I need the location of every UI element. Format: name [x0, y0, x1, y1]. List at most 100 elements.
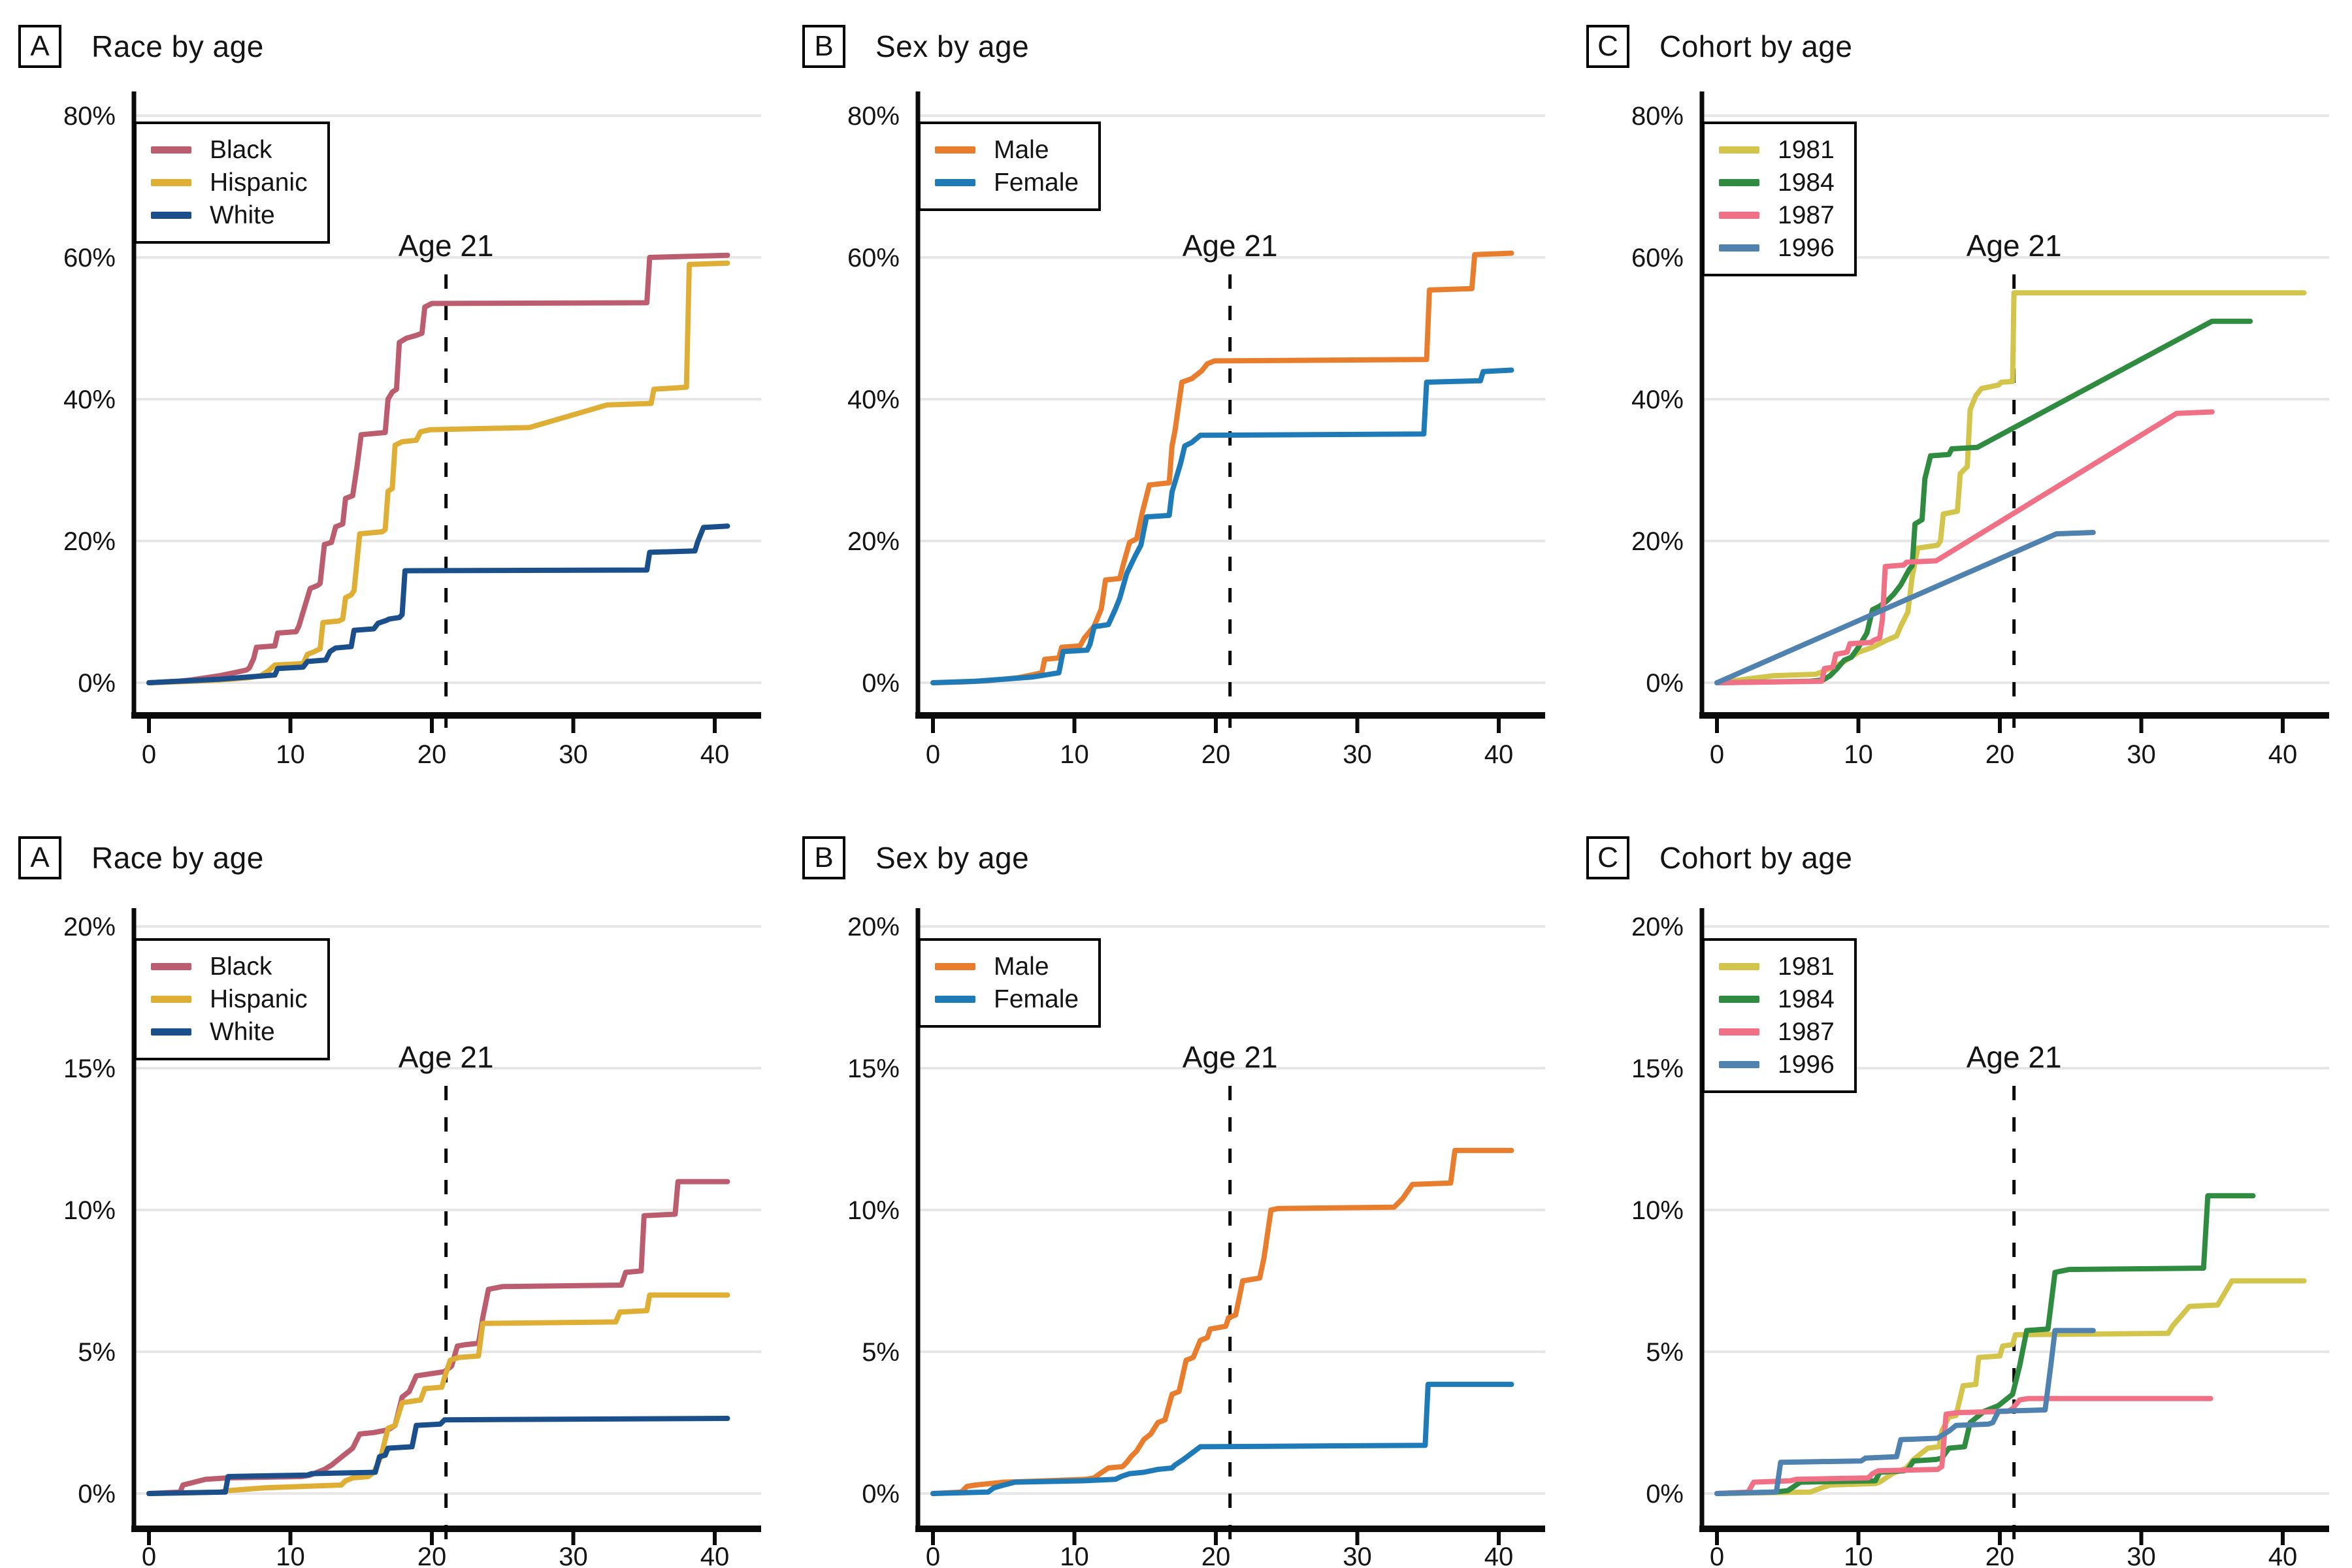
legend-swatch-1987 — [1719, 1028, 1759, 1036]
x-tick-label-30: 30 — [2127, 1543, 2156, 1568]
plot-cohort-bottom: 0% 5% 10% 15% 20% 0 10 20 30 40 Age 21 — [1631, 908, 2329, 1568]
x-tick-label-0: 0 — [142, 1543, 156, 1568]
legend-sex-bottom: Male Female — [918, 938, 1102, 1028]
panel-sex-bottom: B Sex by age 0% 5% 10% 15% 20% 0 10 20 30 40 Age 2… — [784, 817, 1568, 1568]
series-line-1981 — [1714, 1278, 2307, 1496]
legend-cohort-bottom: 1981 1984 1987 1996 — [1702, 938, 1857, 1093]
legend-swatch-male — [935, 146, 975, 154]
y-tick-label-40: 40% — [63, 385, 116, 414]
y-tick-label-80: 80% — [63, 102, 116, 131]
legend-label: 1987 — [1778, 1018, 1835, 1046]
plot-sex-bottom: 0% 5% 10% 15% 20% 0 10 20 30 40 Age 21 — [847, 908, 1545, 1568]
panel-cohort-bottom: C Cohort by age 0% 5% 10% 15% 20% 0 10 20 30 40 Ag… — [1568, 817, 2352, 1568]
legend-item-black: Black — [151, 135, 308, 165]
legend-label: Hispanic — [210, 985, 308, 1013]
x-tick-label-20: 20 — [417, 1543, 447, 1568]
x-tick-label-10: 10 — [1060, 1543, 1089, 1568]
panel-title: Sex by age — [875, 29, 1030, 63]
legend-item-1996: 1996 — [1719, 1049, 1835, 1080]
legend-label: White — [210, 1018, 275, 1046]
series-line-female — [930, 1381, 1514, 1496]
legend-item-black: Black — [151, 951, 308, 982]
plot-cohort-top: 0% 20% 40% 60% 80% 0 10 20 30 40 Age 21 — [1631, 91, 2329, 769]
x-tick-label-10: 10 — [1060, 740, 1089, 769]
legend-item-white: White — [151, 1017, 308, 1047]
legend-item-1981: 1981 — [1719, 135, 1835, 165]
panel-cohort-top: C Cohort by age 0% 20% 40% 60% 80% 0 10 20 30 40 A… — [1568, 0, 2352, 817]
legend-item-male: Male — [935, 135, 1079, 165]
legend-item-1981: 1981 — [1719, 951, 1835, 982]
series-line-black — [146, 252, 730, 685]
x-tick-label-10: 10 — [276, 1543, 305, 1568]
y-tick-label-15: 15% — [1631, 1054, 1684, 1083]
legend-swatch-1984 — [1719, 996, 1759, 1003]
y-tick-label-15: 15% — [847, 1054, 900, 1083]
legend-item-1987: 1987 — [1719, 1017, 1835, 1047]
x-tick-label-20: 20 — [1985, 1543, 2015, 1568]
legend-label: 1996 — [1778, 234, 1835, 262]
legend-item-male: Male — [935, 951, 1079, 982]
y-tick-label-0: 0% — [1646, 669, 1684, 698]
legend-item-1996: 1996 — [1719, 233, 1835, 263]
x-tick-label-0: 0 — [142, 740, 156, 769]
y-tick-label-20: 20% — [847, 527, 900, 556]
legend-item-hispanic: Hispanic — [151, 167, 308, 198]
y-tick-label-0: 0% — [78, 1480, 116, 1509]
legend-swatch-white — [151, 212, 191, 219]
series-line-1984 — [1714, 318, 2253, 685]
legend-cohort-top: 1981 1984 1987 1996 — [1702, 122, 1857, 276]
panel-title: Cohort by age — [1659, 29, 1853, 63]
x-tick-label-30: 30 — [559, 1543, 588, 1568]
panel-header: A Race by age — [18, 836, 264, 879]
panel-label-box: C — [1586, 836, 1629, 879]
legend-label: 1987 — [1778, 201, 1835, 229]
y-tick-label-20: 20% — [847, 913, 900, 941]
legend-label: Male — [994, 953, 1049, 981]
legend-label: White — [210, 201, 275, 229]
y-tick-label-40: 40% — [847, 385, 900, 414]
panel-race-top: A Race by age 0% 20% 40% 60% 80% 0 10 20 30 40 Age… — [0, 0, 784, 817]
legend-swatch-hispanic — [151, 179, 191, 186]
x-tick-label-20: 20 — [1201, 1543, 1231, 1568]
y-tick-label-20: 20% — [1631, 913, 1684, 941]
panel-label-box: C — [1586, 25, 1629, 68]
x-tick-label-10: 10 — [276, 740, 305, 769]
legend-label: 1981 — [1778, 136, 1835, 164]
series-line-male — [930, 250, 1514, 685]
panel-label-box: A — [18, 25, 61, 68]
series-line-1996 — [1714, 1328, 2096, 1496]
legend-label: Female — [994, 169, 1079, 197]
legend-item-female: Female — [935, 984, 1079, 1015]
legend-item-hispanic: Hispanic — [151, 984, 308, 1015]
series-line-1984 — [1714, 1193, 2256, 1496]
legend-swatch-hispanic — [151, 996, 191, 1003]
legend-label: Black — [210, 136, 272, 164]
legend-swatch-male — [935, 963, 975, 970]
panel-label-box: B — [802, 836, 845, 879]
x-tick-label-40: 40 — [1484, 740, 1514, 769]
x-tick-label-40: 40 — [700, 740, 730, 769]
legend-item-1984: 1984 — [1719, 167, 1835, 198]
y-tick-label-20: 20% — [63, 913, 116, 941]
legend-swatch-female — [935, 996, 975, 1003]
legend-item-1987: 1987 — [1719, 200, 1835, 231]
y-tick-label-5: 5% — [862, 1338, 900, 1367]
panel-sex-top: B Sex by age 0% 20% 40% 60% 80% 0 10 20 30 40 Age … — [784, 0, 1568, 817]
y-tick-label-10: 10% — [63, 1196, 116, 1225]
legend-swatch-1987 — [1719, 212, 1759, 219]
legend-swatch-1996 — [1719, 1061, 1759, 1068]
age-21-annotation: Age 21 — [399, 1040, 494, 1074]
series-line-1996 — [1714, 530, 2096, 685]
legend-swatch-white — [151, 1028, 191, 1036]
x-tick-label-0: 0 — [1710, 740, 1724, 769]
x-tick-label-20: 20 — [1985, 740, 2015, 769]
y-tick-label-5: 5% — [78, 1338, 116, 1367]
legend-swatch-1996 — [1719, 244, 1759, 252]
x-tick-label-30: 30 — [1343, 740, 1372, 769]
y-tick-label-40: 40% — [1631, 385, 1684, 414]
legend-sex-top: Male Female — [918, 122, 1102, 211]
y-tick-label-10: 10% — [1631, 1196, 1684, 1225]
x-tick-label-20: 20 — [1201, 740, 1231, 769]
panel-title: Cohort by age — [1659, 841, 1853, 875]
